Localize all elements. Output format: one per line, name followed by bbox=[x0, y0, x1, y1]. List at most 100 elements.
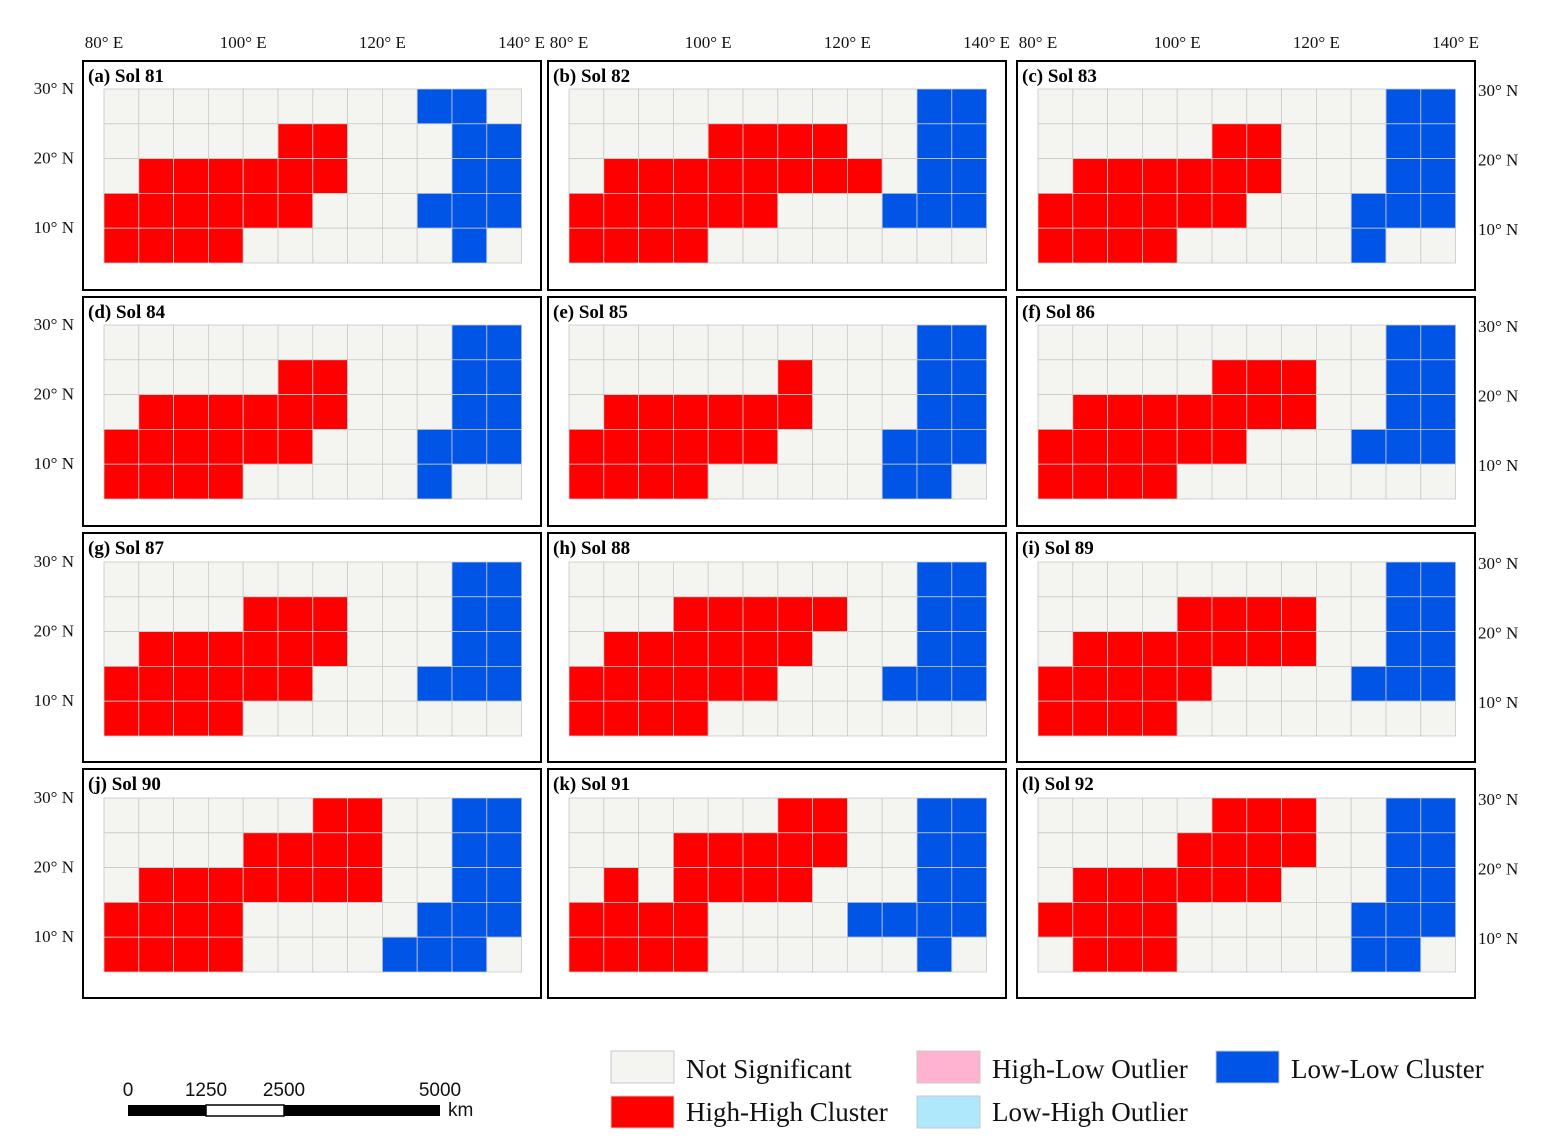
lon-tick-label: 120° E bbox=[824, 33, 871, 52]
grid-cell bbox=[1176, 631, 1213, 667]
grid-cell bbox=[1420, 902, 1457, 938]
grid-cell bbox=[1176, 463, 1213, 500]
legend-swatch-not-significant bbox=[610, 1050, 675, 1084]
grid-cell bbox=[951, 561, 987, 598]
grid-cell bbox=[1107, 936, 1143, 973]
grid-cell bbox=[777, 394, 813, 430]
grid-cell bbox=[451, 192, 488, 229]
grid-cell bbox=[1211, 394, 1248, 430]
grid-cell bbox=[312, 123, 348, 160]
grid-cell bbox=[486, 394, 522, 430]
grid-cell bbox=[103, 832, 140, 868]
grid-cell bbox=[742, 832, 779, 868]
grid-cell bbox=[638, 123, 674, 160]
grid-cell bbox=[277, 394, 314, 430]
lat-tick-label-right: 20° N bbox=[1478, 624, 1518, 643]
grid-cell bbox=[1037, 631, 1074, 667]
grid-cell bbox=[951, 631, 987, 667]
grid-cell bbox=[881, 902, 918, 938]
grid-cell bbox=[1350, 192, 1387, 229]
grid-cell bbox=[1316, 192, 1352, 229]
grid-cell bbox=[881, 359, 918, 395]
grid-cell bbox=[312, 561, 348, 598]
grid-cell bbox=[638, 867, 674, 903]
grid-cell bbox=[242, 324, 279, 361]
grid-cell bbox=[173, 797, 209, 834]
grid-cell bbox=[103, 428, 140, 465]
grid-cell bbox=[277, 359, 314, 395]
grid-cell bbox=[347, 324, 383, 361]
grid-cell bbox=[1072, 463, 1109, 500]
grid-cell bbox=[1246, 666, 1283, 702]
legend-swatch-low-high-outlier bbox=[916, 1095, 981, 1129]
grid-cell bbox=[1316, 936, 1352, 973]
panel-title: (k) Sol 91 bbox=[553, 774, 630, 795]
grid-cell bbox=[847, 394, 883, 430]
grid-cell bbox=[1420, 463, 1457, 500]
grid-cell bbox=[1246, 428, 1283, 465]
grid-cell bbox=[416, 324, 453, 361]
grid-cell bbox=[707, 902, 744, 938]
grid-cell bbox=[207, 428, 244, 465]
grid-cell bbox=[742, 700, 779, 737]
grid-cell bbox=[951, 463, 987, 500]
grid-cell bbox=[1281, 227, 1317, 264]
grid-cell bbox=[103, 227, 140, 264]
grid-cell bbox=[1350, 631, 1387, 667]
grid-cell bbox=[1211, 123, 1248, 160]
grid-cell bbox=[381, 158, 418, 194]
grid-cell bbox=[312, 700, 348, 737]
grid-cell bbox=[916, 192, 953, 229]
lat-tick-label-left: 20° N bbox=[34, 149, 74, 168]
panel-b-sol-82: (b) Sol 82 bbox=[547, 60, 1007, 291]
grid-cell bbox=[416, 797, 453, 834]
grid-cell bbox=[277, 324, 314, 361]
grid-cell bbox=[1142, 700, 1178, 737]
grid-cell bbox=[381, 700, 418, 737]
grid-cell bbox=[103, 902, 140, 938]
grid-cell bbox=[1072, 88, 1109, 125]
grid-cell bbox=[138, 902, 175, 938]
grid-cell bbox=[312, 666, 348, 702]
grid-cell bbox=[1316, 832, 1352, 868]
grid-cell bbox=[1281, 797, 1317, 834]
lat-tick-label-left: 10° N bbox=[34, 218, 74, 237]
grid-cell bbox=[1072, 227, 1109, 264]
grid-cell bbox=[1211, 463, 1248, 500]
grid-cell bbox=[1072, 867, 1109, 903]
grid-cell bbox=[1385, 561, 1422, 598]
grid-cell bbox=[1037, 700, 1074, 737]
grid-cell bbox=[603, 666, 639, 702]
grid-cell bbox=[1037, 936, 1074, 973]
grid-cell bbox=[1072, 324, 1109, 361]
grid-cell bbox=[638, 832, 674, 868]
grid-cell bbox=[1316, 867, 1352, 903]
grid-cell bbox=[1350, 561, 1387, 598]
grid-cell bbox=[1211, 227, 1248, 264]
grid-cell bbox=[1385, 158, 1422, 194]
grid-cell bbox=[1281, 428, 1317, 465]
grid-cell bbox=[951, 832, 987, 868]
grid-cell bbox=[103, 359, 140, 395]
grid-cell bbox=[277, 88, 314, 125]
grid-cell bbox=[1072, 902, 1109, 938]
grid-cell bbox=[1072, 123, 1109, 160]
grid-cell bbox=[381, 428, 418, 465]
grid-cell bbox=[951, 428, 987, 465]
lat-tick-label-left: 10° N bbox=[34, 691, 74, 710]
grid-cell bbox=[486, 227, 522, 264]
grid-cell bbox=[347, 88, 383, 125]
grid-cell bbox=[1211, 359, 1248, 395]
grid-cell bbox=[1385, 936, 1422, 973]
grid-cell bbox=[951, 88, 987, 125]
grid-cell bbox=[1350, 227, 1387, 264]
grid-cell bbox=[881, 561, 918, 598]
grid-cell bbox=[603, 123, 639, 160]
grid-cell bbox=[1385, 596, 1422, 632]
grid-cell bbox=[1072, 394, 1109, 430]
grid-cell bbox=[1142, 158, 1178, 194]
panel-frame bbox=[82, 60, 542, 291]
grid-cell bbox=[381, 123, 418, 160]
panel-title: (d) Sol 84 bbox=[88, 302, 166, 323]
grid-cell bbox=[347, 631, 383, 667]
